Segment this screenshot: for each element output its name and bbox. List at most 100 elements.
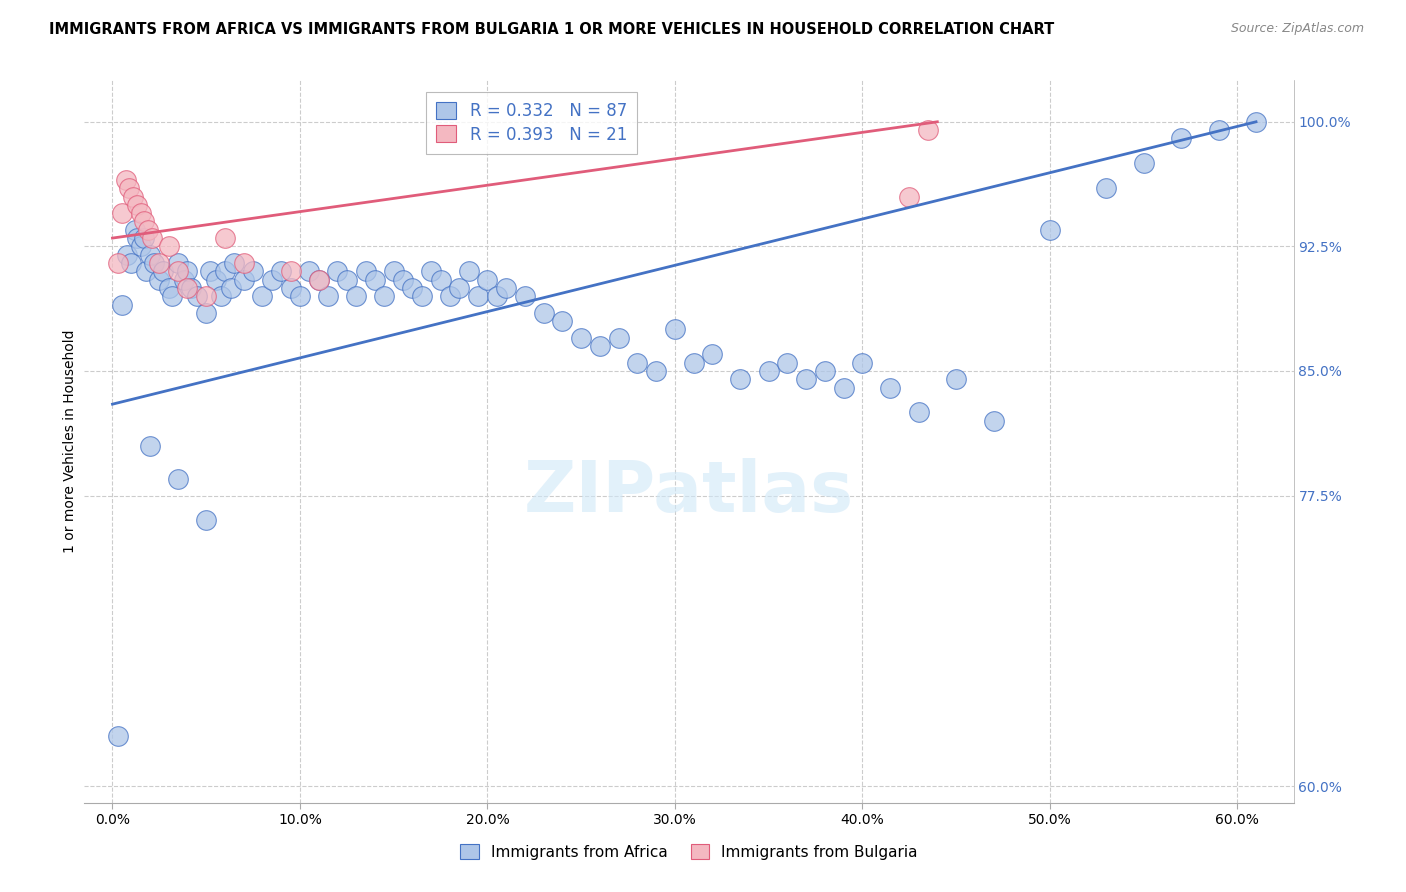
Point	[326, 264, 349, 278]
Point	[851, 356, 873, 370]
Point	[364, 272, 387, 286]
Point	[152, 264, 174, 278]
Point	[118, 181, 141, 195]
Point	[589, 339, 612, 353]
Point	[429, 272, 451, 286]
Point	[917, 123, 939, 137]
Text: ZIPatlas: ZIPatlas	[524, 458, 853, 526]
Point	[186, 289, 208, 303]
Point	[477, 272, 499, 286]
Point	[252, 289, 274, 303]
Point	[117, 248, 139, 262]
Point	[162, 289, 184, 303]
Point	[148, 256, 170, 270]
Point	[209, 289, 232, 303]
Point	[485, 289, 508, 303]
Point	[195, 513, 218, 527]
Point	[135, 264, 157, 278]
Point	[195, 289, 218, 303]
Point	[176, 281, 198, 295]
Point	[157, 239, 180, 253]
Point	[664, 322, 686, 336]
Point	[401, 281, 423, 295]
Point	[134, 214, 156, 228]
Point	[1132, 156, 1154, 170]
Point	[214, 264, 236, 278]
Point	[107, 730, 129, 744]
Point	[136, 223, 159, 237]
Point	[336, 272, 359, 286]
Point	[879, 380, 901, 394]
Point	[298, 264, 321, 278]
Point	[142, 256, 165, 270]
Point	[148, 272, 170, 286]
Point	[224, 256, 246, 270]
Point	[1208, 123, 1230, 137]
Point	[533, 306, 555, 320]
Point	[280, 281, 302, 295]
Point	[1170, 131, 1192, 145]
Point	[198, 264, 221, 278]
Point	[607, 331, 630, 345]
Text: Source: ZipAtlas.com: Source: ZipAtlas.com	[1230, 22, 1364, 36]
Point	[814, 364, 837, 378]
Point	[260, 272, 283, 286]
Point	[551, 314, 574, 328]
Point	[139, 439, 162, 453]
Point	[682, 356, 704, 370]
Point	[344, 289, 367, 303]
Point	[420, 264, 443, 278]
Point	[354, 264, 377, 278]
Point	[122, 189, 145, 203]
Point	[907, 405, 929, 419]
Point	[467, 289, 489, 303]
Point	[129, 239, 152, 253]
Point	[316, 289, 339, 303]
Point	[702, 347, 724, 361]
Point	[219, 281, 242, 295]
Point	[167, 256, 190, 270]
Point	[457, 264, 479, 278]
Point	[308, 272, 330, 286]
Y-axis label: 1 or more Vehicles in Household: 1 or more Vehicles in Household	[63, 330, 77, 553]
Legend: Immigrants from Africa, Immigrants from Bulgaria: Immigrants from Africa, Immigrants from …	[453, 836, 925, 867]
Point	[776, 356, 799, 370]
Point	[167, 264, 190, 278]
Point	[626, 356, 648, 370]
Point	[157, 281, 180, 295]
Point	[280, 264, 302, 278]
Point	[645, 364, 668, 378]
Point	[107, 256, 129, 270]
Point	[114, 173, 136, 187]
Point	[898, 189, 921, 203]
Point	[173, 272, 195, 286]
Point	[180, 281, 202, 295]
Point	[495, 281, 517, 295]
Point	[129, 206, 152, 220]
Point	[794, 372, 817, 386]
Point	[411, 289, 433, 303]
Point	[270, 264, 292, 278]
Point	[392, 272, 415, 286]
Point	[120, 256, 142, 270]
Point	[832, 380, 855, 394]
Point	[195, 306, 218, 320]
Point	[439, 289, 461, 303]
Point	[139, 248, 162, 262]
Point	[111, 206, 134, 220]
Point	[125, 198, 148, 212]
Point	[373, 289, 395, 303]
Point	[232, 272, 254, 286]
Point	[288, 289, 311, 303]
Point	[382, 264, 405, 278]
Point	[134, 231, 156, 245]
Point	[513, 289, 536, 303]
Point	[945, 372, 967, 386]
Point	[308, 272, 330, 286]
Point	[569, 331, 592, 345]
Point	[1039, 223, 1062, 237]
Point	[141, 231, 163, 245]
Point	[111, 297, 134, 311]
Point	[167, 472, 190, 486]
Point	[1095, 181, 1118, 195]
